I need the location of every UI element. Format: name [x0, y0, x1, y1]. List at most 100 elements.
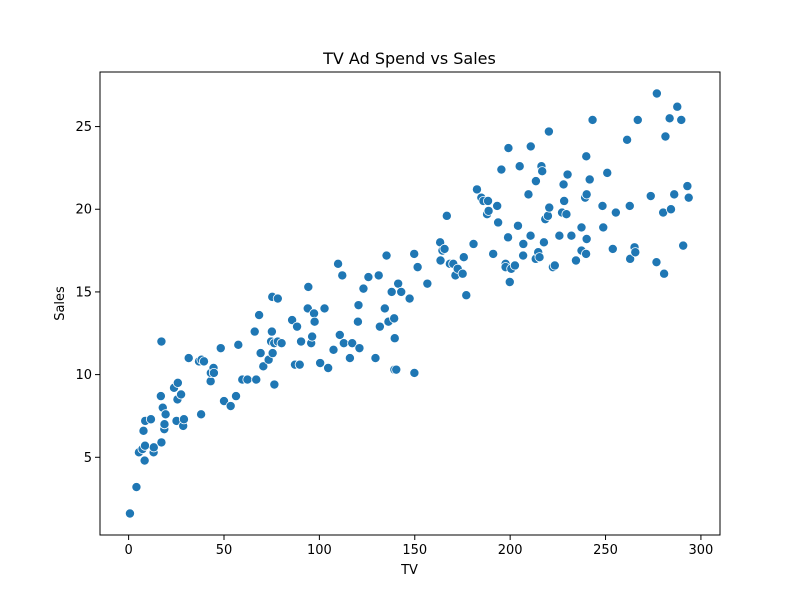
x-tick-label: 200: [498, 543, 523, 558]
data-point: [439, 243, 450, 254]
data-point: [148, 442, 159, 453]
data-point: [542, 210, 553, 221]
data-points: [124, 88, 694, 519]
data-point: [665, 204, 676, 215]
data-point: [233, 339, 244, 350]
data-point: [518, 238, 529, 249]
data-point: [461, 290, 472, 301]
data-point: [140, 440, 151, 451]
data-point: [587, 114, 598, 125]
y-axis: 5 10 15 20 25: [75, 120, 100, 466]
x-axis-label: TV: [400, 563, 418, 578]
data-point: [354, 343, 365, 354]
data-point: [363, 272, 374, 283]
data-point: [242, 374, 253, 385]
data-point: [581, 189, 592, 200]
data-point: [255, 348, 266, 359]
data-point: [296, 336, 307, 347]
data-point: [471, 184, 482, 195]
data-point: [503, 143, 514, 154]
data-point: [683, 192, 694, 203]
data-point: [404, 293, 415, 304]
data-point: [338, 338, 349, 349]
data-point: [409, 367, 420, 378]
data-point: [138, 425, 149, 436]
data-point: [183, 353, 194, 364]
data-point: [373, 270, 384, 281]
data-point: [458, 252, 469, 263]
data-point: [374, 321, 385, 332]
data-point: [558, 179, 569, 190]
data-point: [538, 237, 549, 248]
x-tick-label: 150: [402, 543, 427, 558]
data-point: [352, 316, 363, 327]
data-point: [267, 348, 278, 359]
data-point: [198, 356, 209, 367]
data-point: [145, 414, 156, 425]
data-point: [607, 243, 618, 254]
y-tick-label: 25: [75, 120, 92, 135]
data-point: [172, 377, 183, 388]
data-point: [208, 367, 219, 378]
data-point: [269, 379, 280, 390]
data-point: [512, 220, 523, 231]
x-tick-label: 300: [689, 543, 714, 558]
data-point: [672, 101, 683, 112]
data-point: [307, 331, 318, 342]
data-point: [669, 189, 680, 200]
data-point: [393, 278, 404, 289]
data-point: [294, 359, 305, 370]
data-point: [139, 455, 150, 466]
data-point: [156, 437, 167, 448]
x-tick-label: 0: [124, 543, 132, 558]
data-point: [328, 344, 339, 355]
data-point: [315, 358, 326, 369]
data-point: [562, 169, 573, 180]
data-point: [319, 303, 330, 314]
data-point: [543, 126, 554, 137]
data-point: [276, 338, 287, 349]
y-tick-label: 10: [75, 368, 92, 383]
data-point: [682, 181, 693, 192]
data-point: [544, 202, 555, 213]
data-point: [155, 391, 166, 402]
x-axis: 0 50 100 150 200 250 300: [124, 535, 713, 558]
data-point: [254, 310, 265, 321]
data-point: [492, 200, 503, 211]
data-point: [504, 277, 515, 288]
data-point: [176, 389, 187, 400]
data-point: [525, 141, 536, 152]
data-point: [518, 250, 529, 261]
data-point: [323, 362, 334, 373]
data-point: [381, 250, 392, 261]
data-point: [503, 232, 514, 243]
data-point: [488, 248, 499, 259]
x-tick-label: 250: [593, 543, 618, 558]
data-point: [597, 200, 608, 211]
data-point: [303, 281, 314, 292]
data-point: [622, 134, 633, 145]
data-point: [676, 114, 687, 125]
data-point: [353, 300, 364, 311]
y-axis-label: Sales: [53, 286, 68, 321]
data-point: [391, 364, 402, 375]
data-point: [645, 191, 656, 202]
y-tick-label: 5: [84, 451, 92, 466]
data-point: [215, 343, 226, 354]
data-point: [347, 338, 358, 349]
x-tick-label: 100: [307, 543, 332, 558]
data-point: [205, 376, 216, 387]
data-point: [559, 195, 570, 206]
data-point: [334, 329, 345, 340]
data-point: [530, 176, 541, 187]
data-point: [309, 316, 320, 327]
data-point: [178, 414, 189, 425]
data-point: [131, 482, 142, 493]
data-point: [287, 315, 298, 326]
data-point: [196, 409, 207, 420]
data-point: [624, 200, 635, 211]
data-point: [457, 268, 468, 279]
data-point: [379, 303, 390, 314]
data-point: [561, 209, 572, 220]
data-point: [251, 374, 262, 385]
